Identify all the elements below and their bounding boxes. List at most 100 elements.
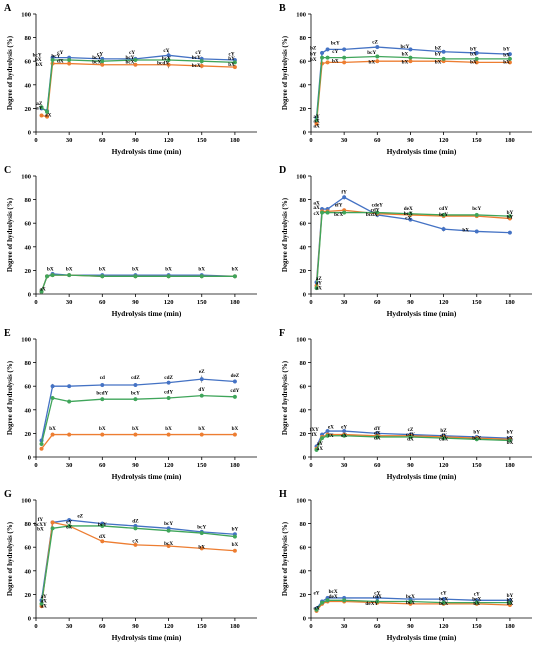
panel-letter: E xyxy=(4,328,11,339)
x-tick-label: 180 xyxy=(505,623,515,630)
y-tick-label: 60 xyxy=(300,384,307,391)
significance-label: fX xyxy=(328,433,334,439)
significance-label: aX xyxy=(41,603,48,609)
significance-label: aY xyxy=(313,114,320,120)
y-tick-label: 20 xyxy=(300,268,307,275)
y-tick-label: 80 xyxy=(300,35,307,42)
data-point xyxy=(133,382,138,388)
significance-label: bZ xyxy=(440,428,447,434)
data-point xyxy=(166,432,171,437)
data-point xyxy=(342,195,347,200)
data-point xyxy=(314,607,319,612)
y-tick-label: 60 xyxy=(25,59,32,66)
data-point xyxy=(320,50,325,55)
x-axis-title: Hydrolysis time (min) xyxy=(387,633,457,642)
data-point xyxy=(232,548,237,553)
x-tick-label: 180 xyxy=(230,623,240,630)
significance-label: bX xyxy=(35,57,42,63)
significance-label: bY xyxy=(503,47,510,53)
significance-label: eX xyxy=(341,433,347,439)
y-axis-title: Degree of hydrolysis (%) xyxy=(6,197,14,272)
data-point xyxy=(133,432,138,437)
x-tick-label: 0 xyxy=(34,462,37,469)
significance-label: aY xyxy=(316,281,323,287)
y-tick-label: 80 xyxy=(300,521,307,528)
data-point xyxy=(441,436,446,441)
data-point xyxy=(39,105,44,110)
significance-label: bX xyxy=(198,266,205,272)
significance-label: cdX xyxy=(373,594,382,600)
y-tick-label: 20 xyxy=(300,592,307,599)
x-tick-label: 90 xyxy=(132,623,139,630)
y-tick-label: 20 xyxy=(25,268,32,275)
data-point xyxy=(325,598,330,603)
x-tick-label: 150 xyxy=(472,299,482,306)
significance-label: bcY xyxy=(367,50,376,56)
significance-label: fX xyxy=(312,432,318,438)
data-point xyxy=(100,274,105,279)
significance-label: bY xyxy=(232,527,239,533)
x-tick-label: 150 xyxy=(472,623,482,630)
x-tick-label: 180 xyxy=(230,137,240,144)
significance-label: bY xyxy=(507,429,514,435)
x-tick-label: 60 xyxy=(374,299,381,306)
significance-label: bcX xyxy=(192,63,201,69)
significance-label: bcX xyxy=(334,212,343,218)
x-tick-label: 180 xyxy=(230,462,240,469)
significance-label: bcY xyxy=(98,522,107,528)
y-axis-title: Degree of hydrolysis (%) xyxy=(6,360,14,435)
data-point xyxy=(232,274,237,279)
significance-label: bY xyxy=(473,429,480,435)
significance-label: aX xyxy=(39,286,46,292)
chart-panel-f: F 0 20 40 60 80 100 0 30 60 90 120 150 180 Hydrolysis … xyxy=(279,328,532,481)
data-point xyxy=(100,523,105,529)
data-point xyxy=(67,518,72,523)
significance-label: aX xyxy=(313,119,320,125)
data-point xyxy=(314,118,319,123)
data-point xyxy=(408,59,413,64)
data-point xyxy=(100,432,105,437)
significance-label: bcX xyxy=(125,60,134,66)
significance-label: aZ xyxy=(36,101,43,107)
significance-label: bcdY xyxy=(96,390,108,396)
data-point xyxy=(320,210,325,215)
significance-label: bcX xyxy=(404,211,413,217)
x-axis-title: Hydrolysis time (min) xyxy=(387,147,457,156)
x-tick-label: 150 xyxy=(197,462,207,469)
significance-label: bX xyxy=(310,57,317,63)
x-tick-label: 0 xyxy=(34,299,37,306)
y-tick-label: 100 xyxy=(21,337,31,344)
x-tick-label: 150 xyxy=(197,623,207,630)
x-axis-title: Hydrolysis time (min) xyxy=(112,472,182,481)
data-point xyxy=(474,437,479,442)
y-tick-label: 80 xyxy=(25,35,32,42)
y-tick-label: 100 xyxy=(21,12,31,19)
y-tick-label: 0 xyxy=(28,130,31,137)
data-point xyxy=(375,599,380,604)
y-axis-title: Degree of hydrolysis (%) xyxy=(281,521,289,596)
x-tick-label: 120 xyxy=(164,462,174,469)
data-point xyxy=(50,395,55,401)
data-point xyxy=(67,523,72,529)
data-point xyxy=(441,600,446,605)
significance-label: bcX xyxy=(472,596,481,602)
data-point xyxy=(67,399,72,404)
significance-label: aX xyxy=(313,205,320,211)
series-line-3 xyxy=(40,525,235,604)
x-tick-label: 120 xyxy=(439,137,449,144)
y-tick-label: 0 xyxy=(303,292,306,299)
x-tick-label: 0 xyxy=(34,137,37,144)
x-tick-label: 90 xyxy=(407,137,414,144)
y-tick-label: 20 xyxy=(300,431,307,438)
significance-label: bX xyxy=(402,60,409,66)
data-point xyxy=(50,432,55,437)
data-point xyxy=(408,217,413,222)
significance-label: cdY xyxy=(439,206,448,212)
x-tick-label: 0 xyxy=(309,623,312,630)
data-point xyxy=(133,526,138,531)
significance-label: aX xyxy=(313,200,320,206)
panel-letter: D xyxy=(279,165,286,176)
significance-label: bcY xyxy=(125,55,134,61)
y-tick-label: 20 xyxy=(300,106,307,113)
